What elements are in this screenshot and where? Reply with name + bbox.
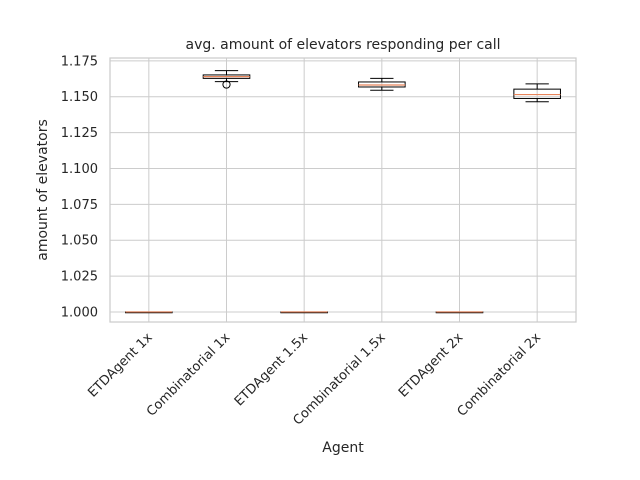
box-4 xyxy=(358,77,406,91)
box-6 xyxy=(513,83,561,103)
y-tick-label: 1.000 xyxy=(61,305,98,320)
x-tick-label: ETDAgent 1.5x xyxy=(232,330,311,409)
y-tick-label: 1.025 xyxy=(61,270,98,285)
y-tick-label: 1.100 xyxy=(61,162,98,177)
x-tick-label: ETDAgent 2x xyxy=(396,330,467,401)
y-tick-label: 1.125 xyxy=(61,126,98,141)
iqr-box xyxy=(513,88,561,99)
x-tick-label: Combinatorial 2x xyxy=(455,330,545,420)
box-1 xyxy=(125,311,173,314)
plot-frame xyxy=(109,57,577,323)
box-3 xyxy=(280,311,328,314)
x-axis-label: Agent xyxy=(322,440,364,456)
boxes-layer xyxy=(125,70,561,314)
box-2 xyxy=(202,70,251,89)
outlier-point xyxy=(222,80,231,89)
x-tick-label: Combinatorial 1x xyxy=(144,330,234,420)
box-5 xyxy=(435,311,484,314)
chart-title: avg. amount of elevators responding per … xyxy=(185,37,500,53)
y-tick-label: 1.175 xyxy=(61,54,98,69)
y-tick-label: 1.150 xyxy=(61,90,98,105)
y-tick-labels: 1.000 1.025 1.050 1.075 1.100 1.125 1.150 1.175 xyxy=(61,54,98,320)
x-tick-label: ETDAgent 1x xyxy=(85,330,156,401)
y-tick-label: 1.075 xyxy=(61,198,98,213)
y-axis-label: amount of elevators xyxy=(35,119,51,261)
y-tick-label: 1.050 xyxy=(61,234,98,249)
grid-layer xyxy=(110,58,576,322)
